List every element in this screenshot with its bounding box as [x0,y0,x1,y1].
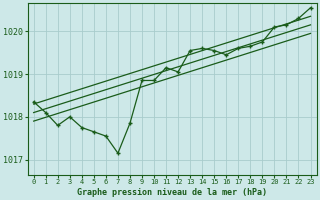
X-axis label: Graphe pression niveau de la mer (hPa): Graphe pression niveau de la mer (hPa) [77,188,267,197]
